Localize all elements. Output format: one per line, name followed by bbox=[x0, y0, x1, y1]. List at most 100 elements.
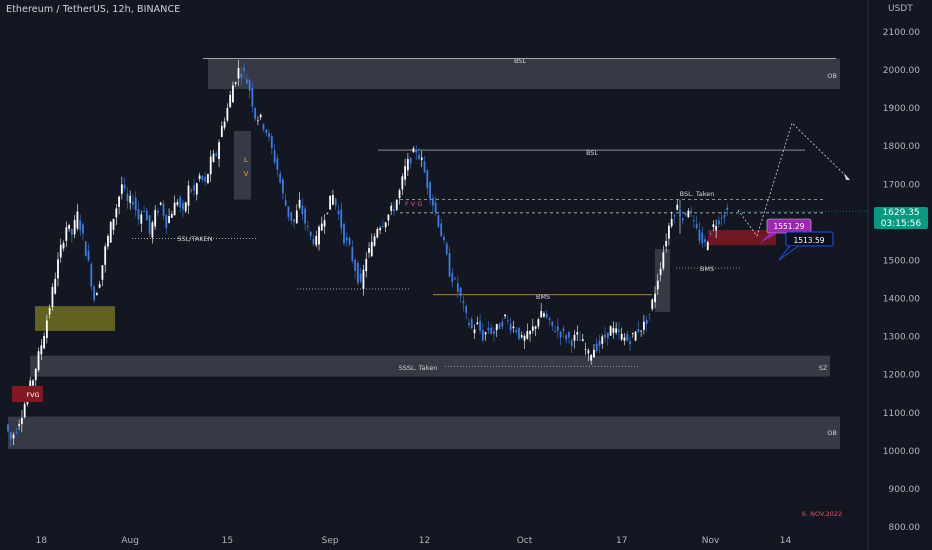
candle-body bbox=[43, 335, 45, 349]
candle-body bbox=[715, 226, 718, 231]
candle-body bbox=[493, 331, 495, 334]
candle-body bbox=[445, 243, 448, 255]
candle-body bbox=[415, 150, 418, 153]
candle-body bbox=[82, 224, 84, 234]
candle-body bbox=[548, 317, 551, 321]
candle-body bbox=[343, 223, 345, 244]
candle-body bbox=[132, 202, 134, 205]
zone-fvg-3 bbox=[708, 230, 776, 246]
projection-path bbox=[737, 122, 851, 237]
y-tick-label: 1400.00 bbox=[883, 295, 920, 305]
candle-body bbox=[684, 213, 687, 216]
candle-body bbox=[198, 175, 201, 180]
candle-body bbox=[215, 153, 218, 156]
candle-body bbox=[195, 183, 198, 195]
candle-body bbox=[495, 324, 498, 331]
callout-1551: 1551.29 bbox=[760, 218, 812, 243]
candle-body bbox=[254, 108, 257, 119]
candle-body bbox=[562, 328, 565, 332]
candle-body bbox=[226, 107, 229, 121]
candle-body bbox=[662, 252, 665, 269]
candle-body bbox=[398, 190, 401, 198]
zone-sz-2 bbox=[30, 355, 830, 377]
candle-body bbox=[137, 209, 140, 220]
candle-body bbox=[429, 182, 431, 200]
candle-body bbox=[293, 219, 295, 222]
candle-body bbox=[90, 264, 93, 287]
candle-body bbox=[287, 206, 290, 218]
candle-body bbox=[309, 231, 312, 237]
x-tick-label: Aug bbox=[121, 536, 139, 546]
candle-body bbox=[484, 332, 487, 335]
zone-lv-bar bbox=[234, 131, 251, 200]
candle-body bbox=[12, 434, 15, 439]
lv-l-label: L bbox=[244, 156, 248, 164]
candle-body bbox=[451, 272, 454, 282]
candle-body bbox=[320, 223, 323, 231]
candle-body bbox=[9, 432, 12, 440]
candle-body bbox=[179, 196, 182, 208]
candle-body bbox=[512, 326, 515, 329]
zone-yellow bbox=[35, 306, 115, 331]
label-1513: 1513.59 bbox=[793, 236, 824, 245]
candle-body bbox=[615, 328, 618, 333]
candle-body bbox=[193, 185, 195, 191]
candle-body bbox=[468, 323, 470, 326]
candle-body bbox=[268, 133, 270, 137]
sz-label: SZ bbox=[819, 364, 828, 372]
candle-body bbox=[312, 238, 315, 245]
candle-body bbox=[629, 341, 631, 345]
candle-body bbox=[501, 321, 504, 327]
candle-body bbox=[406, 159, 409, 171]
candle-body bbox=[109, 221, 112, 243]
candle-body bbox=[262, 124, 265, 130]
candle-body bbox=[706, 242, 709, 251]
candle-body bbox=[370, 241, 373, 257]
candle-body bbox=[623, 337, 626, 341]
candle-body bbox=[332, 194, 334, 205]
y-tick-label: 1200.00 bbox=[883, 371, 920, 381]
candle-body bbox=[129, 195, 132, 203]
candle-body bbox=[101, 265, 104, 280]
candle-body bbox=[640, 330, 643, 332]
candle-body bbox=[554, 331, 556, 333]
zone-imbalance-bar bbox=[655, 249, 670, 312]
candle-body bbox=[609, 326, 612, 336]
candle-body bbox=[348, 237, 351, 245]
candle-body bbox=[270, 136, 273, 149]
bsl-mid-label: BSL bbox=[586, 149, 598, 157]
candle-body bbox=[537, 319, 540, 327]
candle-body bbox=[643, 321, 645, 330]
candle-body bbox=[290, 212, 293, 221]
candle-body bbox=[307, 226, 309, 227]
x-tick-label: 18 bbox=[36, 536, 48, 546]
candle-body bbox=[481, 330, 484, 341]
ssl-taken-label: SSL/TAKEN bbox=[177, 235, 212, 243]
candle-body bbox=[143, 211, 145, 212]
candle-body bbox=[395, 199, 398, 211]
candle-body bbox=[165, 214, 168, 228]
candle-body bbox=[593, 349, 595, 358]
candle-body bbox=[690, 210, 693, 213]
candle-body bbox=[201, 176, 204, 180]
candle-body bbox=[409, 157, 412, 164]
x-tick-label: 12 bbox=[419, 536, 430, 546]
y-tick-label: 2100.00 bbox=[883, 28, 920, 38]
candle-body bbox=[284, 200, 287, 206]
candle-body bbox=[304, 208, 307, 224]
candle-body bbox=[473, 329, 476, 334]
candle-body bbox=[673, 214, 676, 217]
candle-body bbox=[656, 280, 659, 290]
candle-body bbox=[526, 331, 529, 339]
candle-body bbox=[595, 343, 598, 352]
candle-body bbox=[387, 214, 390, 221]
candle-body bbox=[579, 339, 581, 341]
candle-body bbox=[173, 202, 176, 216]
candle-body bbox=[59, 244, 62, 258]
candle-body bbox=[248, 80, 251, 91]
candle-body bbox=[584, 349, 587, 350]
y-tick-label: 1700.00 bbox=[883, 180, 920, 190]
candle-body bbox=[456, 283, 459, 292]
candle-body bbox=[404, 166, 406, 180]
